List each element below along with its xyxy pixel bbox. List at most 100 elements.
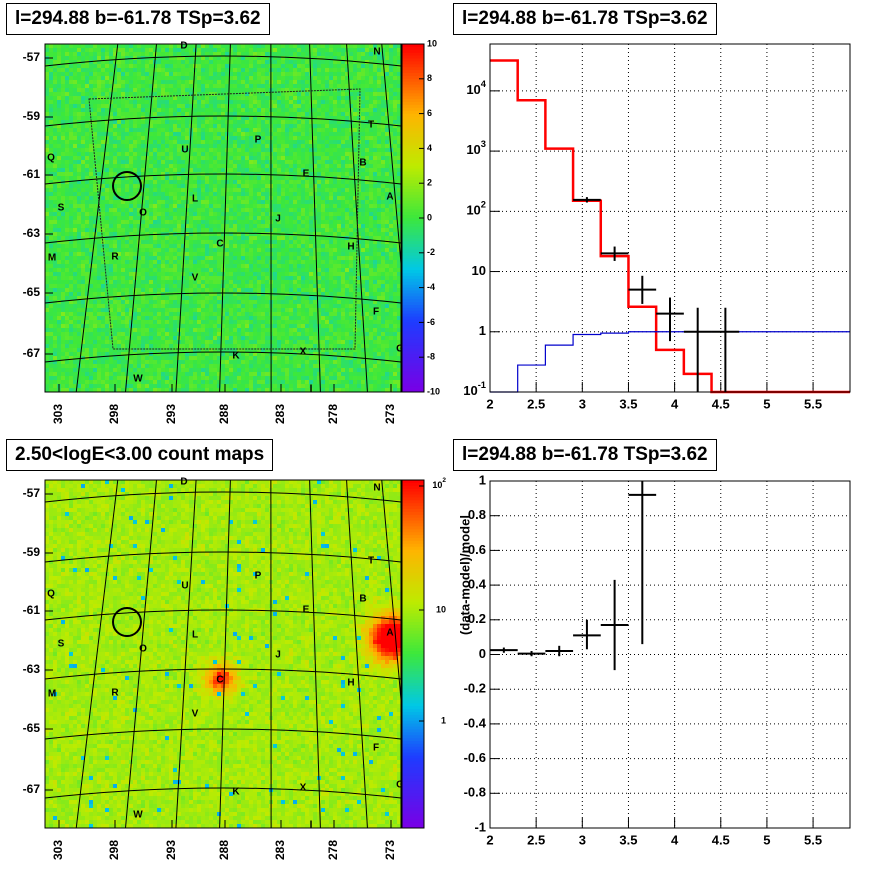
map-pixel bbox=[321, 212, 326, 217]
map-pixel bbox=[185, 128, 190, 133]
map-pixel bbox=[65, 228, 70, 233]
map-pixel bbox=[341, 68, 346, 73]
map-pixel bbox=[297, 76, 302, 81]
map-pixel bbox=[193, 96, 198, 101]
map-pixel bbox=[97, 220, 102, 225]
map-pixel bbox=[377, 220, 382, 225]
map-pixel bbox=[153, 264, 158, 269]
map-pixel bbox=[209, 136, 214, 141]
map-pixel bbox=[61, 256, 66, 261]
map-pixel bbox=[341, 240, 346, 245]
map-pixel bbox=[317, 104, 322, 109]
map-pixel bbox=[197, 216, 202, 221]
map-pixel bbox=[261, 124, 266, 129]
map-pixel bbox=[205, 44, 210, 49]
map-pixel bbox=[61, 72, 66, 77]
map-pixel bbox=[353, 232, 358, 237]
map-pixel bbox=[373, 160, 378, 165]
map-pixel bbox=[105, 208, 110, 213]
map-pixel bbox=[297, 120, 302, 125]
map-pixel bbox=[49, 156, 54, 161]
map-pixel bbox=[309, 248, 314, 253]
map-pixel bbox=[173, 176, 178, 181]
map-pixel bbox=[181, 168, 186, 173]
map-pixel bbox=[45, 160, 50, 165]
map-pixel bbox=[301, 208, 306, 213]
map-pixel bbox=[129, 44, 134, 49]
map-pixel bbox=[165, 124, 170, 129]
map-pixel bbox=[361, 192, 366, 197]
map-pixel bbox=[129, 156, 134, 161]
map-pixel bbox=[293, 184, 298, 189]
map-pixel bbox=[85, 164, 90, 169]
map-pixel bbox=[273, 64, 278, 69]
map-pixel bbox=[49, 172, 54, 177]
map-pixel bbox=[397, 256, 402, 261]
map-pixel bbox=[281, 92, 286, 97]
map-pixel bbox=[121, 60, 126, 65]
map-pixel bbox=[249, 48, 254, 53]
map-pixel bbox=[277, 168, 282, 173]
map-pixel bbox=[173, 64, 178, 69]
map-pixel bbox=[77, 188, 82, 193]
map-pixel bbox=[389, 172, 394, 177]
map-pixel bbox=[333, 260, 338, 265]
map-pixel bbox=[141, 104, 146, 109]
map-pixel bbox=[277, 216, 282, 221]
map-pixel bbox=[45, 100, 50, 105]
map-pixel bbox=[257, 72, 262, 77]
map-pixel bbox=[193, 80, 198, 85]
map-pixel bbox=[45, 260, 50, 265]
map-pixel bbox=[317, 236, 322, 241]
map-pixel bbox=[93, 256, 98, 261]
map-pixel bbox=[209, 104, 214, 109]
map-pixel bbox=[165, 132, 170, 137]
map-pixel bbox=[281, 192, 286, 197]
map-pixel bbox=[273, 212, 278, 217]
map-pixel bbox=[293, 240, 298, 245]
map-pixel bbox=[369, 224, 374, 229]
map-pixel bbox=[129, 196, 134, 201]
map-pixel bbox=[177, 124, 182, 129]
map-pixel bbox=[245, 164, 250, 169]
map-pixel bbox=[181, 84, 186, 89]
map-pixel bbox=[337, 184, 342, 189]
map-pixel bbox=[141, 108, 146, 113]
map-pixel bbox=[165, 96, 170, 101]
map-pixel bbox=[105, 180, 110, 185]
map-pixel bbox=[285, 56, 290, 61]
map-pixel bbox=[285, 104, 290, 109]
map-pixel bbox=[97, 140, 102, 145]
map-pixel bbox=[121, 200, 126, 205]
map-pixel bbox=[293, 76, 298, 81]
map-pixel bbox=[105, 144, 110, 149]
map-pixel bbox=[145, 224, 150, 229]
map-pixel bbox=[333, 84, 338, 89]
map-pixel bbox=[189, 100, 194, 105]
map-pixel bbox=[109, 68, 114, 73]
map-pixel bbox=[249, 136, 254, 141]
map-pixel bbox=[217, 164, 222, 169]
map-pixel bbox=[149, 244, 154, 249]
map-pixel bbox=[381, 108, 386, 113]
map-pixel bbox=[353, 76, 358, 81]
map-pixel bbox=[373, 212, 378, 217]
map-pixel bbox=[93, 172, 98, 177]
map-pixel bbox=[189, 204, 194, 209]
map-pixel bbox=[117, 220, 122, 225]
map-pixel bbox=[53, 236, 58, 241]
map-pixel bbox=[185, 80, 190, 85]
map-pixel bbox=[109, 200, 114, 205]
map-pixel bbox=[197, 208, 202, 213]
map-pixel bbox=[253, 160, 258, 165]
map-pixel bbox=[237, 228, 242, 233]
map-pixel bbox=[333, 80, 338, 85]
map-pixel bbox=[349, 224, 354, 229]
map-pixel bbox=[377, 108, 382, 113]
map-pixel bbox=[341, 252, 346, 257]
map-pixel bbox=[337, 76, 342, 81]
map-pixel bbox=[141, 212, 146, 217]
map-pixel bbox=[209, 112, 214, 117]
map-pixel bbox=[185, 140, 190, 145]
map-pixel bbox=[197, 52, 202, 57]
